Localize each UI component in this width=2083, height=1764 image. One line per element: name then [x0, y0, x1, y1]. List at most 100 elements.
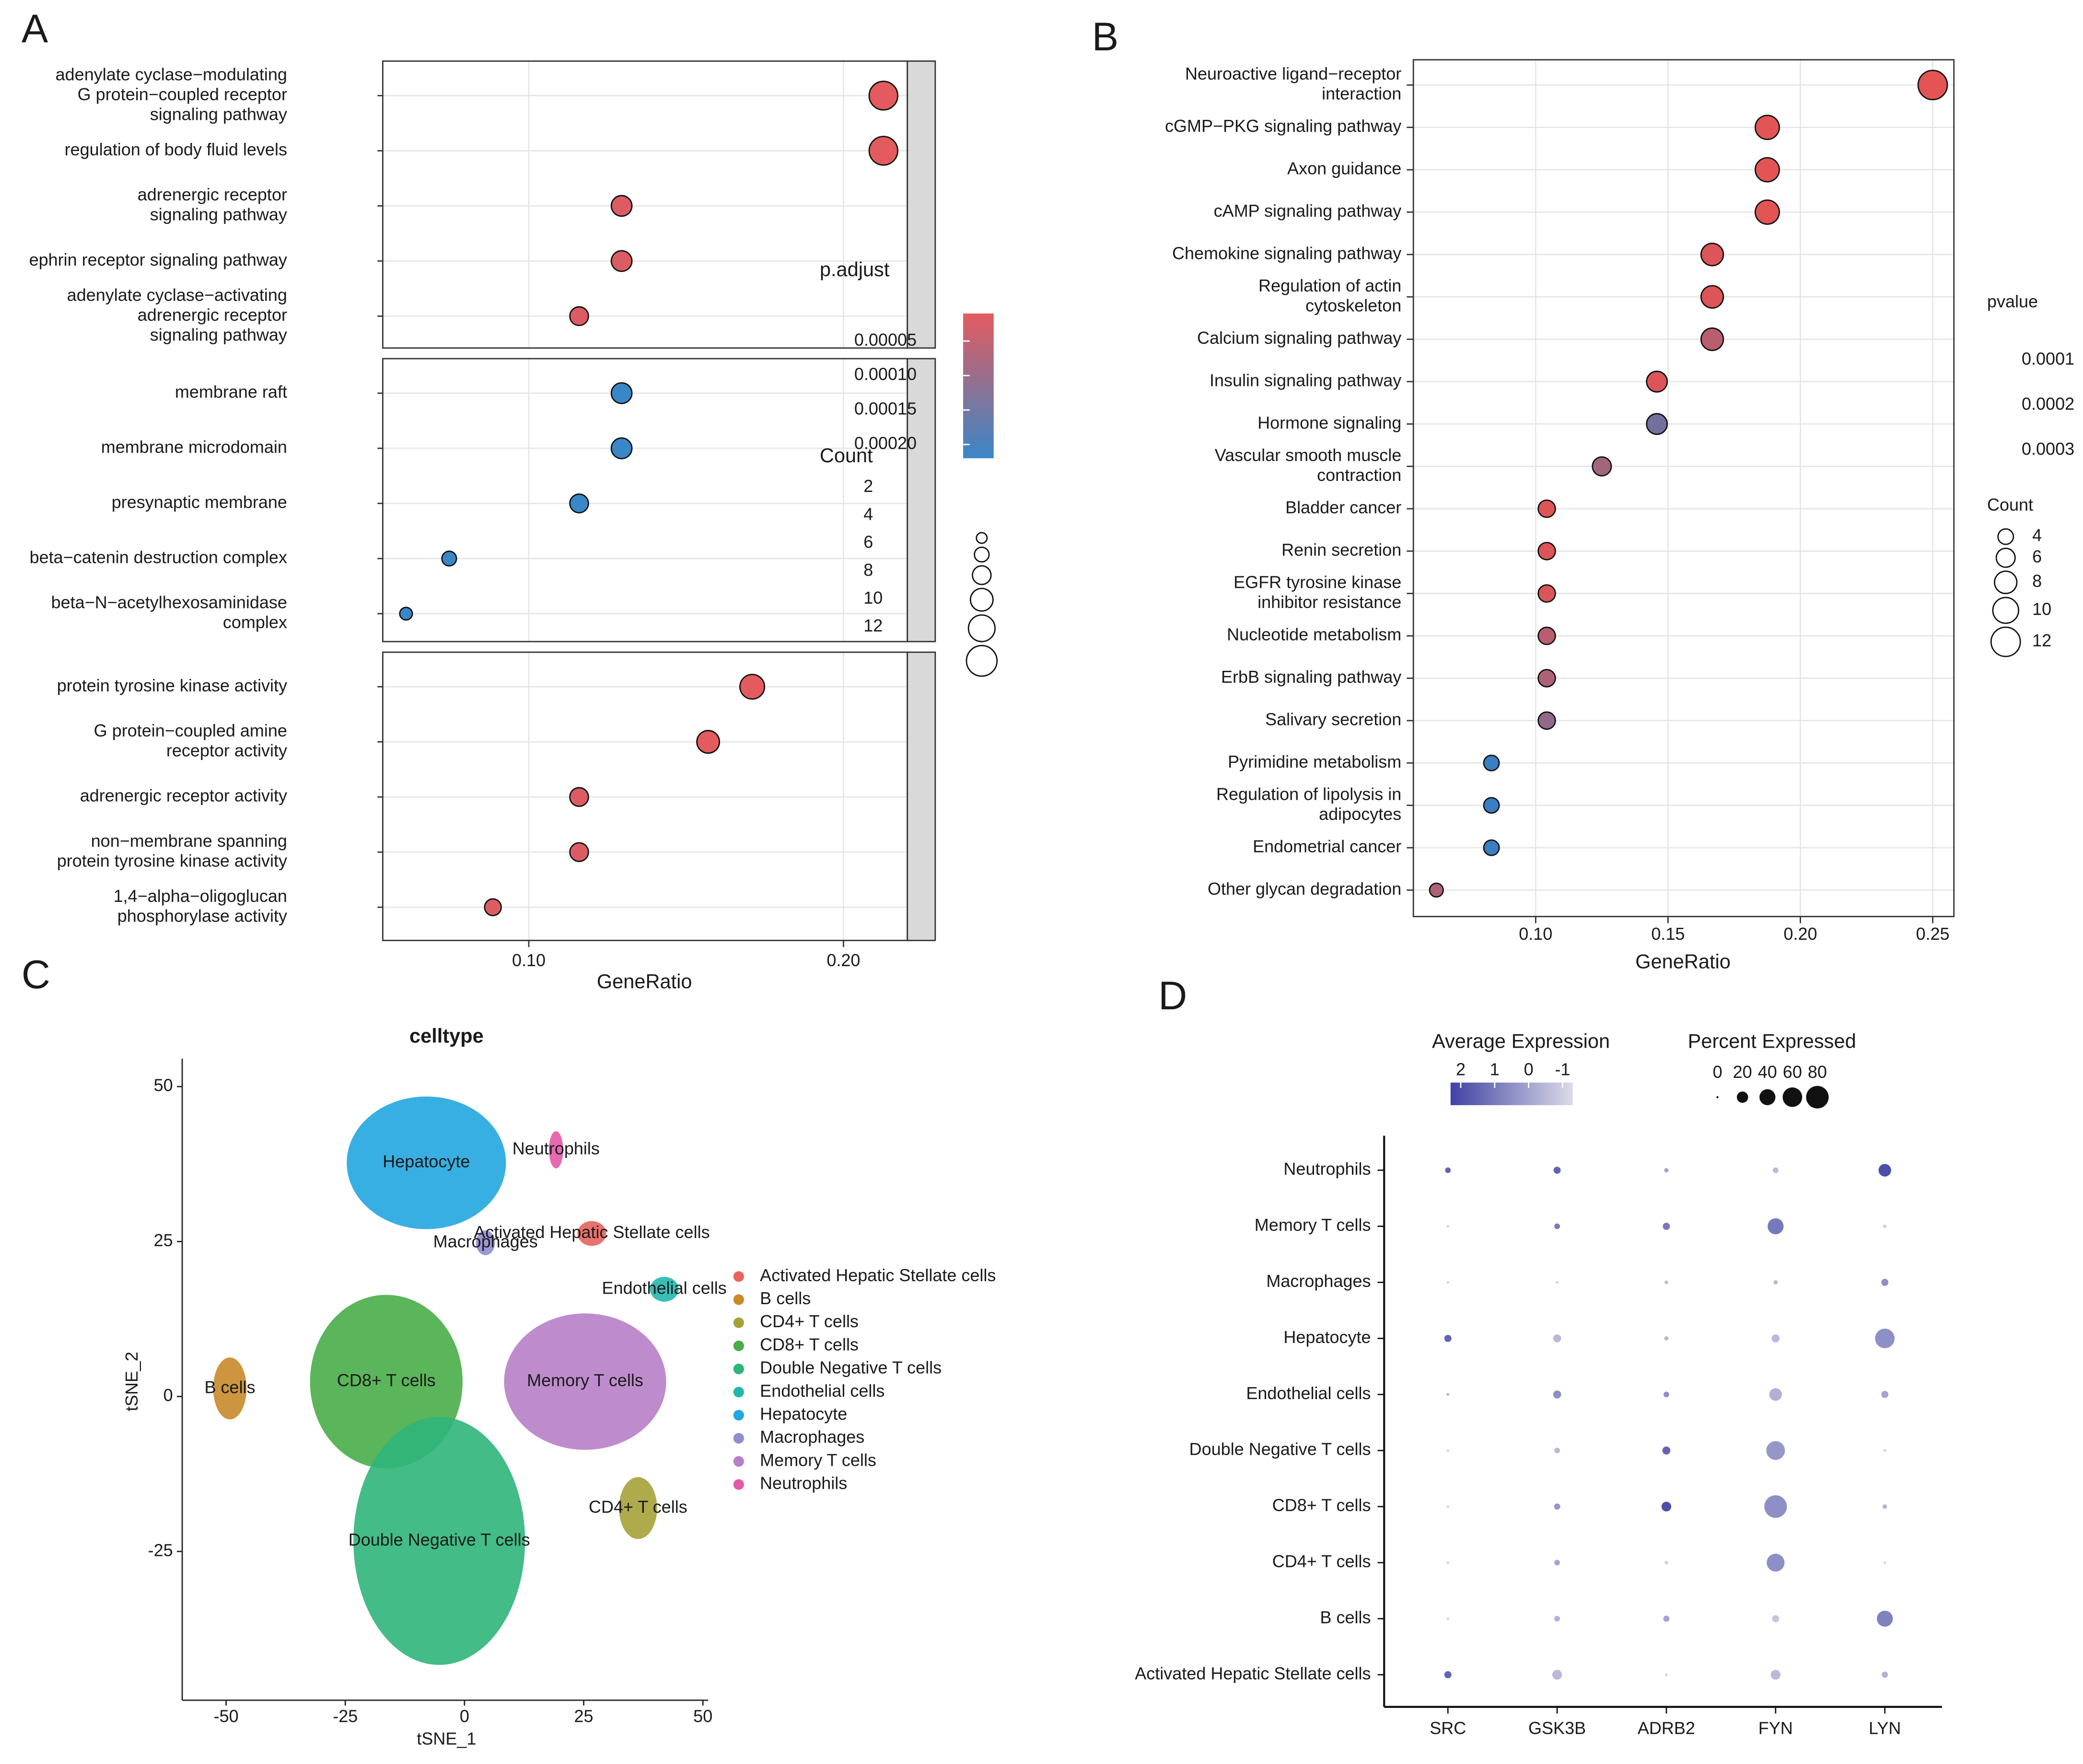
- size-key: [1994, 570, 2018, 595]
- dot: [1537, 499, 1556, 518]
- legend-swatch: [733, 1294, 744, 1305]
- dot: [1483, 839, 1500, 856]
- dot: [1446, 1281, 1449, 1284]
- y-tick-label: Chemokine signaling pathway: [1172, 243, 1401, 263]
- y-tick-label: contraction: [1317, 465, 1401, 485]
- size-key-label: 60: [1783, 1062, 1802, 1082]
- facet-strip: [907, 60, 936, 349]
- legend-label: CD4+ T cells: [760, 1311, 859, 1331]
- dot: [1483, 754, 1500, 771]
- cluster-label: Activated Hepatic Stellate cells: [474, 1222, 710, 1242]
- dot: [1445, 1167, 1451, 1173]
- cluster-label: B cells: [205, 1377, 256, 1397]
- size-key-label: 4: [2032, 526, 2042, 545]
- y-tick-label: signaling pathway: [150, 205, 287, 224]
- x-tick-label: LYN: [1869, 1718, 1901, 1738]
- legend-label: Endothelial cells: [760, 1381, 884, 1401]
- y-tick-label: Calcium signaling pathway: [1197, 328, 1401, 348]
- legend-title: Count: [1987, 495, 2033, 514]
- dot: [399, 607, 413, 621]
- y-tick-label: Renin secretion: [1281, 540, 1401, 560]
- dot: [569, 306, 589, 327]
- dot: [1664, 1336, 1669, 1341]
- dot: [1766, 1441, 1785, 1460]
- dot: [1554, 1448, 1560, 1454]
- size-key-label: 12: [863, 616, 883, 635]
- dot: [484, 898, 502, 916]
- y-tick-label: adrenergic receptor: [138, 185, 287, 204]
- y-tick-label: non−membrane spanning: [91, 831, 287, 851]
- y-tick-label: signaling pathway: [150, 325, 287, 344]
- legend-label: Activated Hepatic Stellate cells: [760, 1265, 996, 1285]
- size-key: [1782, 1087, 1803, 1107]
- y-tick-label: Regulation of lipolysis in: [1216, 784, 1401, 804]
- y-tick-label: cytoskeleton: [1305, 295, 1401, 315]
- y-tick-label: complex: [223, 612, 287, 632]
- dot: [1700, 285, 1724, 309]
- dot: [1444, 1671, 1452, 1679]
- legend-swatch: [733, 1317, 744, 1328]
- dot: [569, 493, 589, 514]
- dot: [1770, 1670, 1780, 1680]
- y-tick-label: adenylate cyclase−modulating: [56, 64, 287, 84]
- y-tick-label: protein tyrosine kinase activity: [57, 676, 287, 695]
- y-tick-label: Bladder cancer: [1285, 498, 1401, 517]
- x-tick-label: 0.20: [826, 950, 860, 970]
- dot: [1881, 1390, 1889, 1398]
- chart-title: celltype: [409, 1025, 484, 1047]
- y-tick-label: beta−N−acetylhexosaminidase: [51, 593, 287, 612]
- y-tick-label: Endothelial cells: [1246, 1383, 1371, 1403]
- dot: [1664, 1391, 1669, 1398]
- cluster: [213, 1357, 247, 1420]
- y-tick-label: ephrin receptor signaling pathway: [29, 250, 287, 269]
- size-key: [1995, 548, 2016, 568]
- dot: [1646, 371, 1668, 393]
- colorbar: [1450, 1082, 1573, 1105]
- y-tick-label: regulation of body fluid levels: [65, 140, 287, 159]
- y-tick-label: Nucleotide metabolism: [1227, 625, 1401, 644]
- x-tick-label: SRC: [1430, 1718, 1466, 1738]
- dot: [1767, 1554, 1785, 1572]
- dot: [1769, 1388, 1782, 1401]
- legend-label: B cells: [760, 1288, 811, 1308]
- y-tick-label: Axon guidance: [1287, 159, 1401, 178]
- dot: [1554, 1503, 1560, 1510]
- y-tick-label: adrenergic receptor activity: [80, 786, 287, 806]
- dot: [739, 674, 766, 700]
- dot: [1917, 70, 1948, 101]
- cluster: [347, 1096, 506, 1229]
- dot: [1664, 1280, 1668, 1285]
- dot: [1883, 1504, 1887, 1509]
- dot: [1554, 1560, 1560, 1565]
- legend-swatch: [733, 1364, 744, 1375]
- dot: [1884, 1561, 1886, 1564]
- size-key-label: 0: [1713, 1062, 1722, 1082]
- x-axis-label: tSNE_1: [417, 1729, 476, 1749]
- panel-label: C: [22, 952, 50, 997]
- legend-swatch: [733, 1456, 744, 1467]
- dot: [1754, 115, 1780, 140]
- cluster: [476, 1230, 495, 1255]
- dot: [1700, 327, 1724, 351]
- dot: [696, 730, 721, 754]
- y-tick-label: CD4+ T cells: [1272, 1552, 1371, 1571]
- panel-label: D: [1158, 973, 1187, 1018]
- y-tick-label: membrane microdomain: [101, 437, 287, 457]
- legend-title: pvalue: [1987, 292, 2038, 311]
- x-tick-label: 50: [693, 1706, 712, 1726]
- x-tick-label: FYN: [1758, 1718, 1793, 1738]
- dot: [1537, 669, 1556, 688]
- dot: [1878, 1164, 1891, 1177]
- x-axis-label: GeneRatio: [597, 970, 692, 993]
- dot: [610, 195, 633, 217]
- y-tick-label: Hormone signaling: [1257, 413, 1401, 432]
- y-tick-label: cGMP−PKG signaling pathway: [1165, 116, 1401, 136]
- dot: [1875, 1328, 1895, 1348]
- size-key-label: 20: [1733, 1062, 1752, 1082]
- size-key-label: 80: [1808, 1062, 1827, 1082]
- x-tick-label: 0.15: [1651, 924, 1685, 944]
- y-tick-label: 1,4−alpha−oligoglucan: [114, 886, 287, 906]
- dot: [1662, 1446, 1671, 1455]
- legend-title: Average Expression: [1432, 1030, 1610, 1052]
- dot: [569, 842, 589, 862]
